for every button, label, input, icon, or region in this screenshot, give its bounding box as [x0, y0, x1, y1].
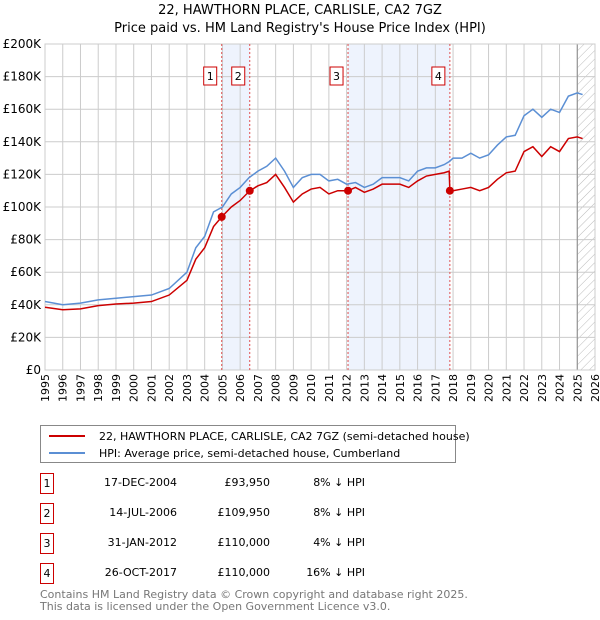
x-tick-label: 2016 [412, 374, 425, 402]
legend-item-hpi: HPI: Average price, semi-detached house,… [49, 445, 400, 461]
x-tick-label: 2020 [483, 374, 496, 402]
sale-label: 1 [207, 70, 214, 83]
x-tick-label: 1997 [74, 374, 87, 402]
sale-label-box [329, 66, 344, 86]
sale-price: £93,950 [224, 476, 271, 489]
sale-hpi-diff: 16% ↓ HPI [306, 566, 365, 579]
legend-label: HPI: Average price, semi-detached house,… [99, 446, 401, 460]
sale-label: 2 [235, 70, 242, 83]
x-tick-label: 1998 [92, 374, 105, 402]
footer-licence: This data is licensed under the Open Gov… [40, 600, 391, 613]
x-tick-label: 1995 [39, 374, 52, 402]
x-tick-label: 2002 [163, 374, 176, 402]
y-tick-label: £40K [10, 298, 42, 312]
y-tick-label: £120K [3, 167, 43, 181]
y-tick-label: £200K [3, 37, 43, 51]
sale-label-box [231, 66, 246, 86]
x-tick-label: 2022 [518, 374, 531, 402]
price-paid-line [44, 136, 583, 311]
x-tick-label: 1999 [110, 374, 123, 402]
x-tick-label: 2018 [447, 374, 460, 402]
sale-date: 31-JAN-2012 [107, 536, 177, 549]
x-tick-label: 1996 [57, 374, 70, 402]
legend-swatch-red [49, 435, 85, 437]
x-tick-label: 2019 [465, 374, 478, 402]
sale-point [344, 186, 353, 195]
legend-swatch-blue [49, 452, 85, 454]
sale-date: 26-OCT-2017 [104, 566, 177, 579]
sale-marker-number: 3 [40, 533, 54, 554]
sale-label: 3 [333, 70, 340, 83]
x-tick-label: 2015 [394, 374, 407, 402]
sale-hpi-diff: 4% ↓ HPI [313, 536, 365, 549]
sale-price: £110,000 [217, 536, 271, 549]
x-tick-label: 2024 [554, 374, 567, 402]
legend: 22, HAWTHORN PLACE, CARLISLE, CA2 7GZ (s… [40, 425, 470, 463]
x-tick-label: 2001 [145, 374, 158, 402]
sale-hpi-diff: 8% ↓ HPI [313, 506, 365, 519]
x-tick-label: 2021 [500, 374, 513, 402]
x-tick-label: 2003 [181, 374, 194, 402]
sale-label: 4 [435, 70, 442, 83]
chart-title: 22, HAWTHORN PLACE, CARLISLE, CA2 7GZ [158, 3, 442, 18]
x-tick-label: 2004 [199, 374, 212, 402]
x-tick-label: 2023 [536, 374, 549, 402]
y-tick-label: £160K [3, 102, 43, 116]
sale-label-box [203, 66, 218, 86]
x-tick-label: 2005 [216, 374, 229, 402]
x-tick-label: 2010 [305, 374, 318, 402]
sale-price: £110,000 [217, 566, 271, 579]
y-tick-label: £80K [10, 233, 42, 247]
sale-label-box [431, 66, 446, 86]
sale-point [445, 186, 454, 195]
sale-row: 4 26-OCT-2017 £110,000 16% ↓ HPI [40, 563, 440, 584]
x-tick-label: 2017 [429, 374, 442, 402]
price-chart: 1995 1996 1997 1998 1999 2000 2001 2002 2003 2004… [3, 37, 600, 402]
legend-label: 22, HAWTHORN PLACE, CARLISLE, CA2 7GZ (s… [99, 429, 470, 443]
x-tick-label: 2014 [376, 374, 389, 402]
y-tick-label: £140K [3, 135, 43, 149]
sale-marker-number: 2 [40, 503, 54, 524]
x-tick-label: 2008 [270, 374, 283, 402]
x-tick-label: 2013 [358, 374, 371, 402]
sale-date: 14-JUL-2006 [109, 506, 177, 519]
sale-marker-number: 4 [40, 563, 54, 584]
plot-frame [44, 43, 596, 371]
x-tick-label: 2026 [589, 374, 600, 402]
y-tick-label: £0 [26, 363, 41, 377]
x-tick-label: 2009 [287, 374, 300, 402]
sale-hpi-diff: 8% ↓ HPI [313, 476, 365, 489]
x-tick-label: 2006 [234, 374, 247, 402]
x-tick-label: 2012 [341, 374, 354, 402]
y-tick-label: £60K [10, 265, 42, 279]
sale-row: 2 14-JUL-2006 £109,950 8% ↓ HPI [40, 503, 440, 524]
y-tick-label: £100K [3, 200, 43, 214]
x-tick-label: 2000 [128, 374, 141, 402]
x-tick-label: 2025 [571, 374, 584, 402]
chart-subtitle: Price paid vs. HM Land Registry's House … [114, 21, 486, 36]
x-tick-label: 2007 [252, 374, 265, 402]
sale-date: 17-DEC-2004 [103, 476, 177, 489]
hpi-line [44, 92, 583, 306]
legend-item-property: 22, HAWTHORN PLACE, CARLISLE, CA2 7GZ (s… [49, 428, 470, 444]
y-tick-label: £20K [10, 330, 42, 344]
sale-row: 1 17-DEC-2004 £93,950 8% ↓ HPI [40, 473, 440, 494]
sale-point [217, 212, 226, 221]
sale-marker-number: 1 [40, 473, 54, 494]
sale-row: 3 31-JAN-2012 £110,000 4% ↓ HPI [40, 533, 440, 554]
footer-copyright: Contains HM Land Registry data © Crown c… [40, 588, 468, 601]
x-tick-label: 2011 [323, 374, 336, 402]
sale-price: £109,950 [217, 506, 271, 519]
y-tick-label: £180K [3, 70, 43, 84]
sale-point [245, 186, 254, 195]
